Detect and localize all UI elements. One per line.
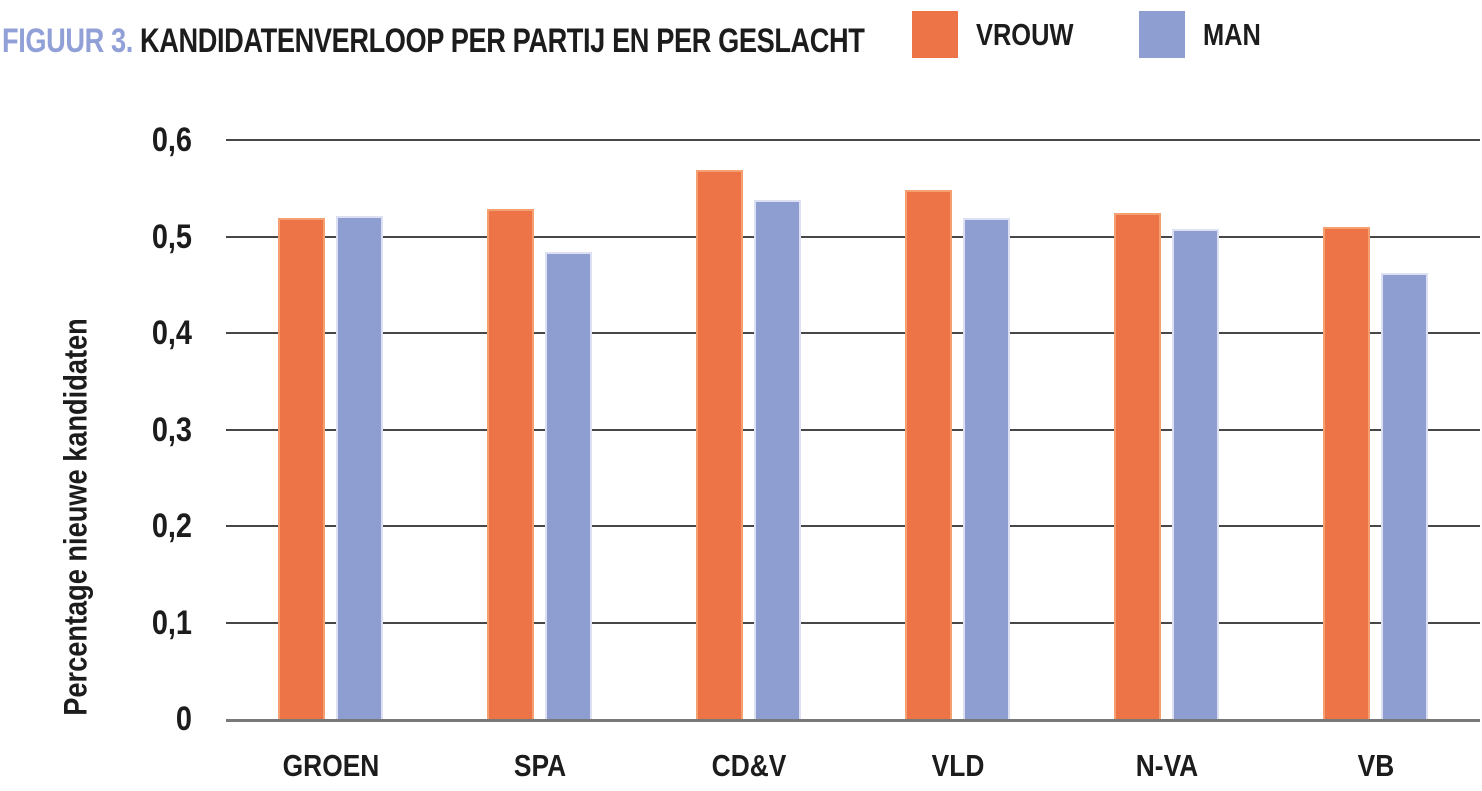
legend-swatch-man — [1138, 11, 1185, 58]
x-axis-label: CD&V — [711, 748, 786, 783]
bar-man-groen — [336, 216, 383, 719]
x-axis-label: SPA — [513, 748, 566, 783]
x-axis-line — [226, 719, 1480, 722]
chart-title-text: KANDIDATENVERLOOP PER PARTIJ EN PER GESL… — [132, 22, 865, 60]
x-axis-label: VLD — [931, 748, 984, 783]
legend-swatch-vrouw — [912, 11, 958, 58]
chart-title: FIGUUR 3. KANDIDATENVERLOOP PER PARTIJ E… — [2, 22, 865, 61]
gridline — [226, 525, 1480, 527]
legend: VROUW MAN — [912, 11, 1273, 58]
legend-item-vrouw: VROUW — [912, 11, 1095, 58]
bar-vrouw-spa — [487, 208, 534, 719]
legend-item-man: MAN — [1138, 11, 1274, 58]
bar-vrouw-groen — [278, 218, 325, 719]
y-axis-tick-label: 0,3 — [151, 410, 192, 449]
bar-vrouw-nva — [1114, 213, 1161, 719]
y-axis-tick-label: 0,6 — [151, 121, 192, 159]
y-axis-tick-label: 0 — [175, 700, 192, 738]
gridline — [226, 332, 1480, 334]
bar-vrouw-vb — [1323, 226, 1370, 719]
bar-man-vb — [1381, 273, 1428, 719]
legend-label-man: MAN — [1202, 16, 1261, 52]
bar-vrouw-vld — [905, 190, 952, 719]
gridline — [226, 621, 1480, 624]
x-axis-label: N-VA — [1135, 748, 1198, 783]
legend-label-vrouw: VROUW — [976, 16, 1074, 52]
y-axis-tick-label: 0,1 — [151, 603, 192, 642]
chart-title-prefix: FIGUUR 3. — [2, 22, 133, 60]
y-axis-tick-label: 0,4 — [151, 314, 192, 352]
bar-man-spa — [545, 251, 592, 719]
gridline — [226, 428, 1480, 431]
bar-man-nva — [1172, 228, 1219, 719]
bar-vrouw-cdv — [696, 169, 743, 719]
bar-man-cdv — [754, 199, 801, 719]
y-axis-tick-label: 0,5 — [151, 217, 192, 256]
y-axis-tick-label: 0,2 — [151, 507, 192, 545]
x-axis-label: GROEN — [282, 748, 379, 783]
gridline — [226, 235, 1480, 238]
gridline — [226, 139, 1480, 141]
bar-man-vld — [963, 218, 1010, 719]
x-axis-label: VB — [1357, 748, 1394, 783]
